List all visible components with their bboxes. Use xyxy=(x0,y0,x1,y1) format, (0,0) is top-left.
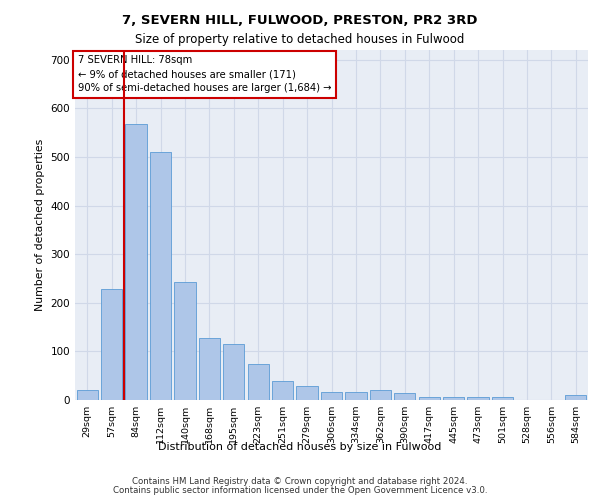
Bar xyxy=(419,397,440,400)
Text: 7 SEVERN HILL: 78sqm
← 9% of detached houses are smaller (171)
90% of semi-detac: 7 SEVERN HILL: 78sqm ← 9% of detached ho… xyxy=(77,56,331,94)
Bar xyxy=(394,392,415,400)
Bar xyxy=(346,392,367,400)
Bar xyxy=(248,364,269,400)
Bar xyxy=(223,344,244,400)
Bar xyxy=(199,338,220,400)
Bar xyxy=(125,124,146,400)
Bar xyxy=(370,390,391,400)
Text: Size of property relative to detached houses in Fulwood: Size of property relative to detached ho… xyxy=(136,32,464,46)
Bar xyxy=(77,390,98,400)
Bar xyxy=(492,397,513,400)
Bar xyxy=(565,395,586,400)
Bar xyxy=(467,397,488,400)
Bar xyxy=(150,152,171,400)
Bar xyxy=(443,397,464,400)
Y-axis label: Number of detached properties: Number of detached properties xyxy=(35,139,45,311)
Bar xyxy=(321,392,342,400)
Bar xyxy=(296,386,317,400)
Bar xyxy=(175,282,196,400)
Bar xyxy=(101,289,122,400)
Text: Distribution of detached houses by size in Fulwood: Distribution of detached houses by size … xyxy=(158,442,442,452)
Bar xyxy=(272,380,293,400)
Text: Contains HM Land Registry data © Crown copyright and database right 2024.: Contains HM Land Registry data © Crown c… xyxy=(132,477,468,486)
Text: 7, SEVERN HILL, FULWOOD, PRESTON, PR2 3RD: 7, SEVERN HILL, FULWOOD, PRESTON, PR2 3R… xyxy=(122,14,478,27)
Text: Contains public sector information licensed under the Open Government Licence v3: Contains public sector information licen… xyxy=(113,486,487,495)
